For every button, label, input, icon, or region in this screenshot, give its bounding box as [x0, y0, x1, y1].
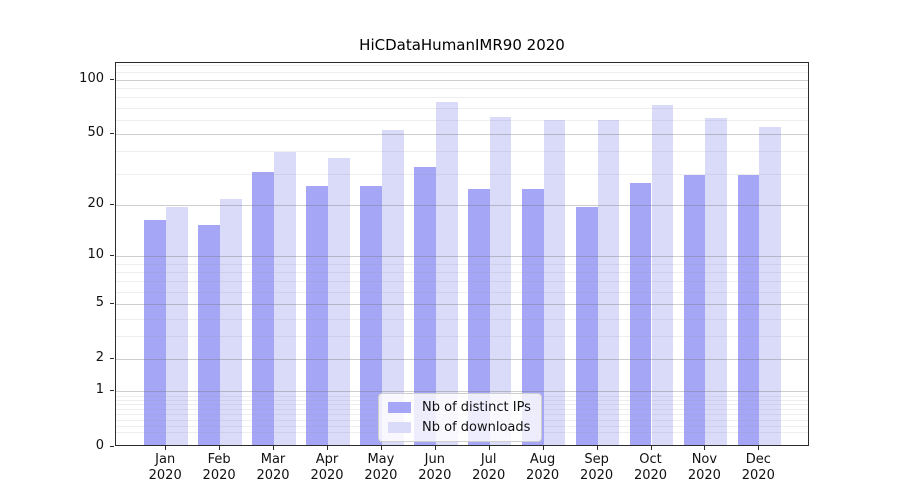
x-tick-label-sep: Sep 2020	[580, 452, 614, 483]
x-tick-label-jul: Jul 2020	[472, 452, 506, 483]
bar-downloads-nov	[705, 118, 728, 445]
gridline	[116, 271, 808, 273]
x-tick-mark	[596, 446, 598, 450]
bar-downloads-apr	[328, 158, 350, 445]
bar-downloads-jan	[166, 206, 188, 445]
plot-area	[115, 62, 809, 446]
y-tick-label: 2	[95, 350, 104, 366]
bar-downloads-jun	[435, 101, 458, 445]
bar-distinct-ips-nov	[683, 174, 706, 445]
bar-distinct-ips-jun	[414, 167, 436, 445]
gridline	[116, 97, 808, 99]
x-tick-mark	[327, 446, 328, 450]
gridline	[116, 65, 808, 67]
bar-downloads-mar	[274, 151, 296, 445]
y-tick-label: 5	[95, 295, 104, 311]
gridline	[116, 151, 808, 153]
gridline	[116, 134, 808, 135]
y-tick-label: 0	[95, 437, 104, 453]
bar-downloads-oct	[651, 105, 674, 445]
x-tick-label-dec: Dec 2020	[741, 452, 775, 483]
x-tick-label-mar: Mar 2020	[256, 452, 290, 483]
bar-distinct-ips-may	[360, 186, 382, 445]
bar-distinct-ips-sep	[575, 206, 598, 445]
x-tick-label-aug: Aug 2020	[526, 452, 560, 483]
bar-distinct-ips-aug	[521, 189, 544, 445]
y-tick-mark	[110, 78, 114, 80]
legend-swatch-downloads	[388, 422, 411, 433]
legend-swatch-distinct-ips	[388, 402, 411, 413]
gridline	[116, 72, 808, 74]
x-tick-label-jan: Jan 2020	[148, 452, 182, 483]
bar-distinct-ips-dec	[737, 174, 760, 445]
x-tick-mark	[488, 446, 490, 450]
gridline	[116, 291, 808, 293]
gridline	[116, 119, 808, 121]
y-tick-label: 10	[87, 246, 104, 262]
bar-downloads-sep	[597, 119, 620, 445]
x-tick-mark	[380, 446, 382, 450]
legend: Nb of distinct IPs Nb of downloads	[378, 393, 542, 442]
x-tick-label-nov: Nov 2020	[687, 452, 721, 483]
legend-label: Nb of downloads	[422, 420, 531, 435]
y-tick-label: 100	[79, 70, 104, 86]
y-tick-mark	[110, 254, 114, 256]
x-tick-label-may: May 2020	[364, 452, 398, 483]
legend-row: Nb of downloads	[388, 419, 531, 436]
bar-downloads-feb	[220, 199, 242, 445]
bar-downloads-may	[381, 129, 404, 445]
x-tick-mark	[704, 446, 706, 450]
gridline	[116, 318, 808, 320]
gridline	[116, 263, 808, 265]
bar-distinct-ips-jan	[144, 219, 167, 445]
bar-distinct-ips-apr	[306, 186, 328, 445]
x-tick-mark	[219, 446, 221, 450]
y-tick-mark	[110, 203, 114, 205]
bar-distinct-ips-feb	[198, 224, 221, 445]
gridline	[116, 391, 808, 393]
x-tick-mark	[434, 446, 436, 450]
gridline	[116, 255, 808, 257]
y-tick-mark	[110, 133, 114, 134]
bar-distinct-ips-mar	[252, 172, 274, 445]
y-tick-mark	[110, 445, 114, 447]
x-tick-mark	[273, 446, 274, 450]
gridline	[116, 359, 808, 361]
x-tick-mark	[165, 446, 167, 450]
gridline	[116, 79, 808, 81]
legend-label: Nb of distinct IPs	[422, 400, 531, 415]
y-tick-label: 50	[87, 125, 104, 140]
gridline	[116, 336, 808, 338]
gridline	[116, 304, 808, 306]
gridline	[116, 204, 808, 206]
chart-title: HiCDataHumanIMR90 2020	[359, 36, 565, 54]
gridline	[116, 281, 808, 283]
y-tick-label: 1	[95, 382, 104, 398]
gridline	[116, 88, 808, 89]
gridline	[116, 107, 808, 109]
x-tick-label-feb: Feb 2020	[202, 452, 236, 483]
x-tick-mark	[650, 446, 652, 450]
x-tick-mark	[542, 446, 544, 450]
y-tick-mark	[110, 390, 114, 392]
y-tick-label: 20	[87, 195, 104, 211]
y-tick-mark	[110, 303, 114, 305]
x-tick-mark	[758, 446, 760, 450]
x-tick-label-jun: Jun 2020	[418, 452, 452, 483]
bar-distinct-ips-oct	[629, 183, 652, 445]
x-tick-label-oct: Oct 2020	[633, 452, 668, 483]
bar-downloads-aug	[543, 119, 566, 445]
bar-distinct-ips-jul	[467, 189, 490, 445]
y-tick-mark	[110, 358, 114, 360]
x-tick-label-apr: Apr 2020	[310, 452, 344, 483]
bar-downloads-jul	[489, 117, 512, 445]
gridline	[116, 173, 808, 175]
bar-downloads-dec	[759, 126, 782, 445]
legend-row: Nb of distinct IPs	[388, 399, 531, 416]
